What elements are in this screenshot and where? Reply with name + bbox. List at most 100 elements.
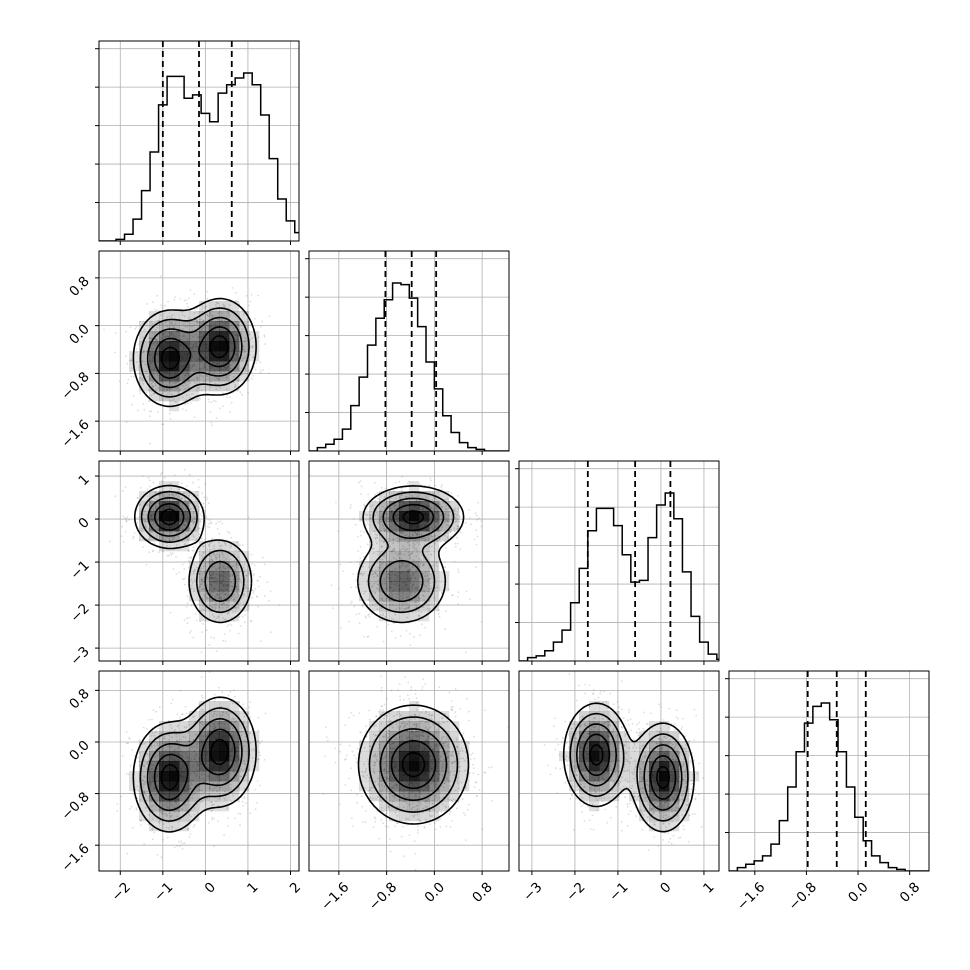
scatter-point: [210, 810, 213, 812]
scatter-point: [239, 544, 241, 546]
scatter-point: [201, 772, 204, 775]
scatter-point: [424, 539, 426, 542]
scatter-point: [192, 535, 195, 538]
scatter-point: [387, 540, 390, 543]
scatter-point: [114, 332, 117, 334]
scatter-point: [177, 535, 180, 538]
scatter-point: [215, 558, 218, 561]
scatter-point: [454, 542, 456, 545]
scatter-point: [235, 564, 238, 566]
scatter-point: [165, 388, 168, 391]
scatter-point: [436, 509, 438, 512]
scatter-point: [429, 477, 432, 479]
scatter-point: [407, 564, 409, 567]
scatter-point: [176, 544, 178, 547]
scatter-point: [167, 738, 170, 741]
scatter-point: [230, 544, 232, 547]
scatter-point: [188, 616, 191, 619]
scatter-point: [143, 776, 146, 779]
scatter-point: [424, 585, 427, 588]
scatter-point: [256, 802, 258, 804]
scatter-point: [409, 552, 412, 555]
scatter-point: [180, 335, 183, 338]
scatter-point: [233, 381, 235, 384]
scatter-point: [132, 375, 135, 378]
scatter-point: [419, 562, 422, 565]
scatter-point: [445, 508, 448, 510]
density-cell: [209, 741, 220, 752]
scatter-point: [156, 744, 159, 747]
density-cell: [229, 381, 240, 392]
scatter-point: [181, 505, 183, 508]
scatter-point: [374, 537, 377, 540]
density-cell: [149, 361, 160, 372]
scatter-point: [210, 801, 213, 804]
scatter-point: [141, 475, 144, 478]
scatter-point: [148, 527, 151, 530]
scatter-point: [366, 508, 368, 511]
scatter-point: [246, 373, 249, 375]
scatter-point: [249, 701, 252, 703]
scatter-point: [218, 606, 220, 608]
scatter-point: [422, 537, 425, 540]
scatter-point: [240, 581, 243, 584]
scatter-point: [198, 573, 201, 575]
scatter-point: [211, 809, 214, 812]
scatter-point: [190, 782, 193, 784]
density-cell: [399, 581, 410, 592]
scatter-point: [201, 723, 204, 726]
scatter-point: [227, 694, 230, 697]
scatter-point: [239, 730, 242, 733]
scatter-point: [152, 372, 155, 375]
scatter-point: [475, 566, 478, 568]
scatter-point: [395, 558, 397, 561]
density-cell: [439, 531, 450, 542]
scatter-point: [189, 796, 192, 799]
scatter-point: [184, 803, 187, 806]
scatter-point: [195, 740, 198, 742]
scatter-point: [160, 275, 162, 278]
scatter-point: [453, 509, 456, 512]
scatter-point: [392, 538, 395, 541]
scatter-point: [219, 311, 221, 313]
scatter-point: [201, 515, 204, 517]
scatter-point: [223, 633, 226, 636]
density-cell: [419, 581, 430, 592]
scatter-point: [240, 333, 243, 336]
scatter-point: [217, 798, 220, 800]
scatter-point: [157, 820, 160, 823]
scatter-point: [258, 758, 260, 760]
density-cell: [239, 761, 250, 772]
scatter-point: [217, 594, 220, 597]
scatter-point: [172, 538, 175, 541]
scatter-point: [223, 602, 225, 605]
scatter-point: [195, 538, 198, 541]
scatter-point: [363, 505, 366, 507]
scatter-point: [226, 808, 228, 810]
scatter-point: [374, 533, 377, 536]
density-cell: [219, 611, 230, 622]
scatter-point: [194, 529, 197, 532]
scatter-point: [361, 573, 363, 575]
scatter-point: [364, 615, 367, 618]
scatter-point: [193, 293, 196, 296]
density-cell: [409, 521, 420, 532]
scatter-point: [234, 817, 236, 820]
scatter-point: [399, 496, 401, 499]
scatter-point: [217, 318, 220, 321]
scatter-point: [431, 545, 433, 548]
scatter-point: [369, 517, 372, 519]
scatter-point: [202, 556, 204, 559]
density-cell: [409, 591, 420, 602]
scatter-point: [208, 787, 211, 790]
scatter-point: [453, 509, 455, 512]
density-cell: [179, 521, 190, 532]
scatter-point: [443, 521, 446, 523]
scatter-point: [203, 609, 205, 612]
scatter-point: [250, 569, 253, 572]
scatter-point: [148, 551, 151, 554]
scatter-point: [220, 597, 222, 600]
scatter-point: [159, 496, 162, 498]
scatter-point: [459, 548, 462, 551]
scatter-point: [428, 573, 431, 575]
